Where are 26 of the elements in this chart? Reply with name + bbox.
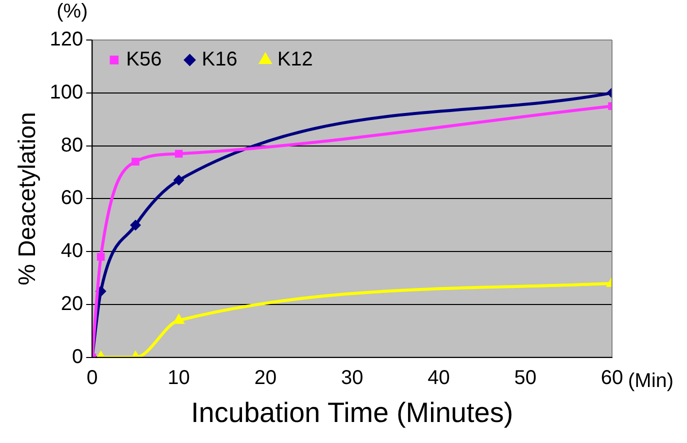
point	[132, 158, 140, 166]
y-tick-label: 80	[60, 134, 84, 156]
y-tick-label: 40	[60, 240, 84, 262]
x-axis-title: Incubation Time (Minutes)	[191, 396, 514, 428]
x-tick-label: 30	[340, 366, 364, 389]
point	[96, 253, 105, 261]
y-tick-label: 20	[60, 293, 84, 316]
legend-label: K56	[126, 48, 162, 71]
legend-label: K12	[277, 48, 313, 71]
y-tick-label: 0	[72, 346, 84, 368]
text: (%)	[56, 0, 88, 23]
y-tick-label: 60	[60, 187, 84, 210]
x-tick-label: 10	[168, 366, 190, 389]
text: (Min)	[628, 370, 674, 392]
legend-label: K16	[202, 48, 238, 71]
x-tick-label: 60	[600, 366, 624, 389]
x-tick-label: 50	[514, 366, 536, 389]
y-tick-label: 120	[50, 28, 84, 51]
point	[130, 220, 141, 231]
x-tick-label: 40	[428, 366, 450, 389]
x-tick-label: 20	[254, 366, 277, 389]
point	[174, 150, 183, 158]
y-axis-title: % Deacetylation	[14, 112, 42, 286]
y-tick-label: 100	[50, 81, 84, 104]
x-tick-label: 0	[86, 366, 98, 389]
point	[173, 174, 184, 186]
